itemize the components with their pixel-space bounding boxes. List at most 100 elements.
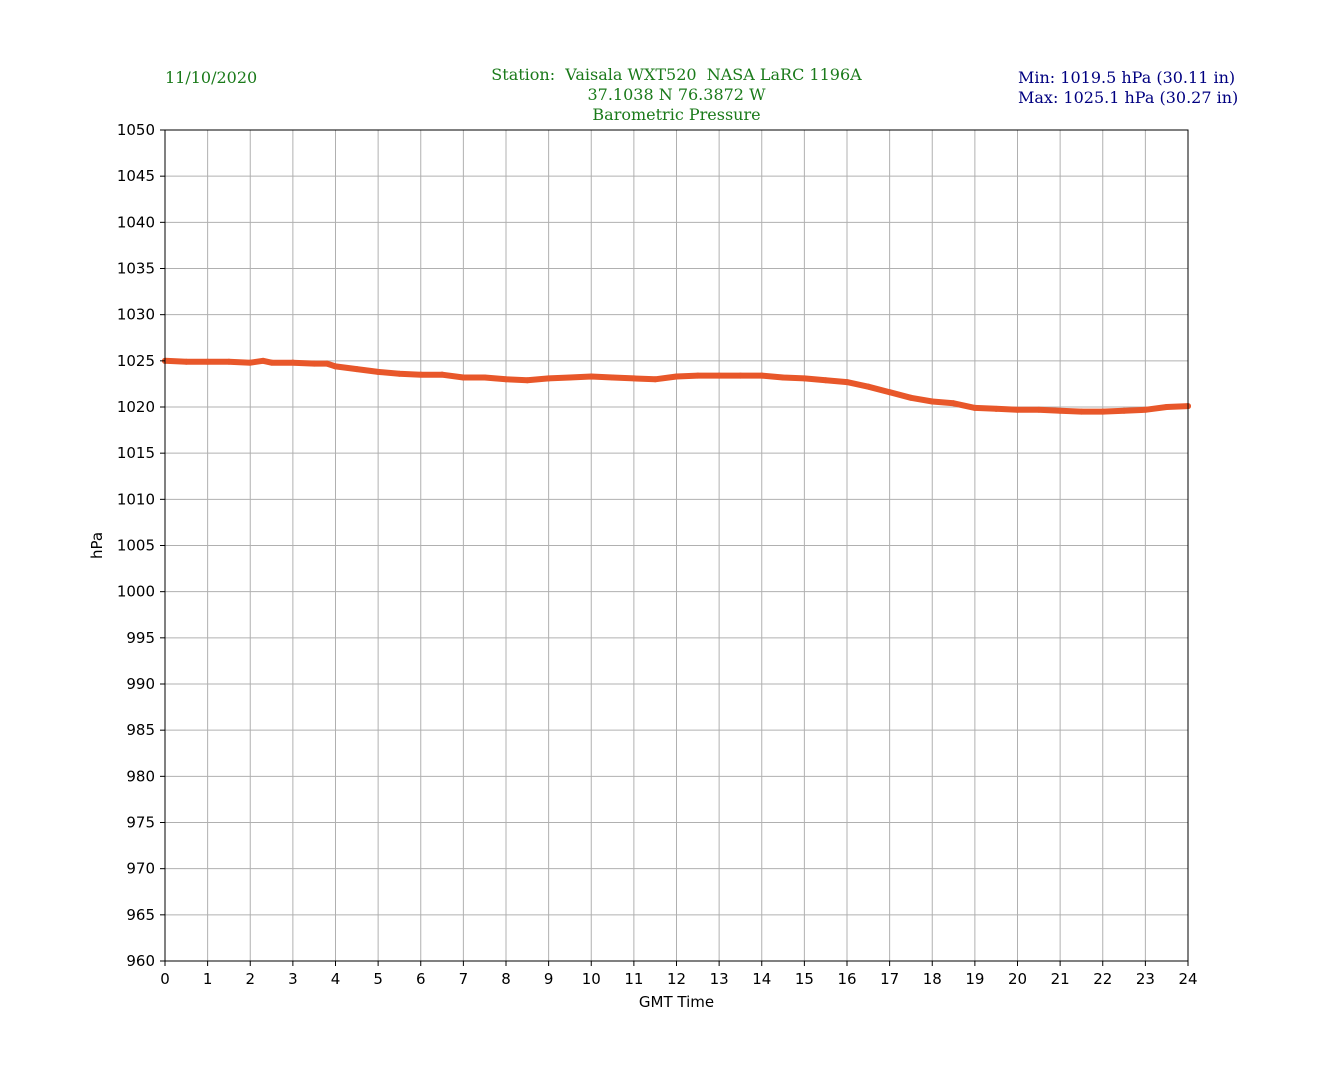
x-tick-label: 11 [624,970,643,988]
x-tick-label: 17 [880,970,899,988]
pressure-data-point [353,366,360,373]
x-tick-label: 20 [1008,970,1027,988]
pressure-data-point [375,368,382,375]
pressure-data-point [630,375,637,382]
x-tick-label: 18 [923,970,942,988]
x-tick-label: 4 [331,970,341,988]
y-tick-label: 1035 [117,260,155,278]
pressure-data-point [268,359,275,366]
chart-date: 11/10/2020 [165,68,258,87]
pressure-data-point [971,404,978,411]
y-tick-label: 965 [126,906,155,924]
x-tick-label: 10 [582,970,601,988]
y-tick-label: 1000 [117,583,155,601]
x-tick-label: 12 [667,970,686,988]
pressure-data-point [503,376,509,383]
y-tick-label: 1040 [117,213,155,231]
pressure-data-point [1121,407,1128,414]
y-tick-label: 1050 [117,121,155,139]
y-axis-label: hPa [88,532,106,559]
pressure-data-point [183,358,190,365]
x-tick-label: 21 [1051,970,1070,988]
pressure-data-point [332,363,339,370]
y-tick-label: 1020 [117,398,155,416]
pressure-data-point [694,372,701,379]
pressure-data-point [1163,404,1170,410]
pressure-data-point [1035,406,1042,413]
pressure-data-point [801,375,808,382]
chart-title: Barometric Pressure [592,105,761,124]
pressure-data-point [588,373,595,380]
pressure-data-point [1078,408,1085,415]
pressure-data-point [247,359,254,366]
pressure-data-point [780,374,787,381]
x-tick-label: 15 [795,970,814,988]
pressure-data-point [865,383,872,390]
pressure-data-point [417,371,424,378]
pressure-data-point [822,377,829,384]
y-tick-label: 1030 [117,306,155,324]
pressure-data-point [311,360,318,367]
pressure-data-point [652,376,659,383]
x-tick-label: 3 [288,970,298,988]
x-tick-label: 9 [544,970,554,988]
max-value: Max: 1025.1 hPa (30.27 in) [1018,88,1239,107]
pressure-data-point [289,359,296,366]
x-tick-label: 14 [752,970,771,988]
station-line: Station: Vaisala WXT520 NASA LaRC 1196A [491,65,862,84]
y-tick-label: 1045 [117,167,155,185]
y-tick-label: 980 [126,767,155,785]
y-tick-label: 985 [126,721,155,739]
pressure-data-point [950,400,957,407]
pressure-data-point [1142,406,1149,413]
pressure-data-point [1057,407,1064,414]
pressure-data-point [460,374,467,381]
pressure-data-point [844,379,850,386]
y-tick-label: 975 [126,814,155,832]
x-tick-label: 2 [245,970,255,988]
pressure-data-point [439,371,446,378]
pressure-data-point [225,358,232,365]
x-tick-label: 6 [416,970,426,988]
pressure-data-point [716,372,723,379]
pressure-data-point [396,370,403,377]
y-tick-label: 990 [126,675,155,693]
x-tick-label: 22 [1093,970,1112,988]
min-value: Min: 1019.5 hPa (30.11 in) [1018,68,1236,87]
y-tick-label: 960 [126,952,155,970]
x-tick-label: 13 [710,970,729,988]
pressure-data-point [545,375,552,382]
pressure-data-point [993,405,1000,412]
axis-ticks: 0 1 2 3 4 5 6 7 8 9 10 11 12 13 14 15 16 17 18 19 20 21 22 23 24… [117,121,1198,988]
y-tick-label: 1005 [117,537,155,555]
x-tick-label: 16 [837,970,856,988]
y-tick-label: 970 [126,860,155,878]
grid-lines [164,129,1189,962]
pressure-data-point [907,394,914,401]
pressure-data-point [566,374,573,381]
chart-title-block: Station: Vaisala WXT520 NASA LaRC 1196A … [0,65,1320,125]
pressure-data-point [929,398,936,405]
pressure-data-point [609,374,616,381]
pressure-data-point [260,357,267,364]
y-tick-label: 1015 [117,444,155,462]
pressure-data-point [737,372,744,379]
y-tick-label: 1025 [117,352,155,370]
pressure-data-point [323,360,330,367]
pressure-data-point [673,373,680,380]
pressure-data-point [758,372,765,379]
x-tick-label: 0 [160,970,170,988]
x-tick-label: 7 [459,970,469,988]
series-layer [162,357,1191,415]
pressure-data-point [204,358,211,365]
x-tick-label: 24 [1178,970,1197,988]
coords-line: 37.1038 N 76.3872 W [587,85,766,104]
pressure-data-point [886,389,893,396]
x-tick-label: 5 [373,970,383,988]
x-tick-label: 23 [1136,970,1155,988]
min-max-readout: Min: 1019.5 hPa (30.11 in) Max: 1025.1 h… [1018,68,1238,108]
y-tick-label: 1010 [117,490,155,508]
x-tick-label: 19 [965,970,984,988]
x-tick-label: 8 [501,970,511,988]
